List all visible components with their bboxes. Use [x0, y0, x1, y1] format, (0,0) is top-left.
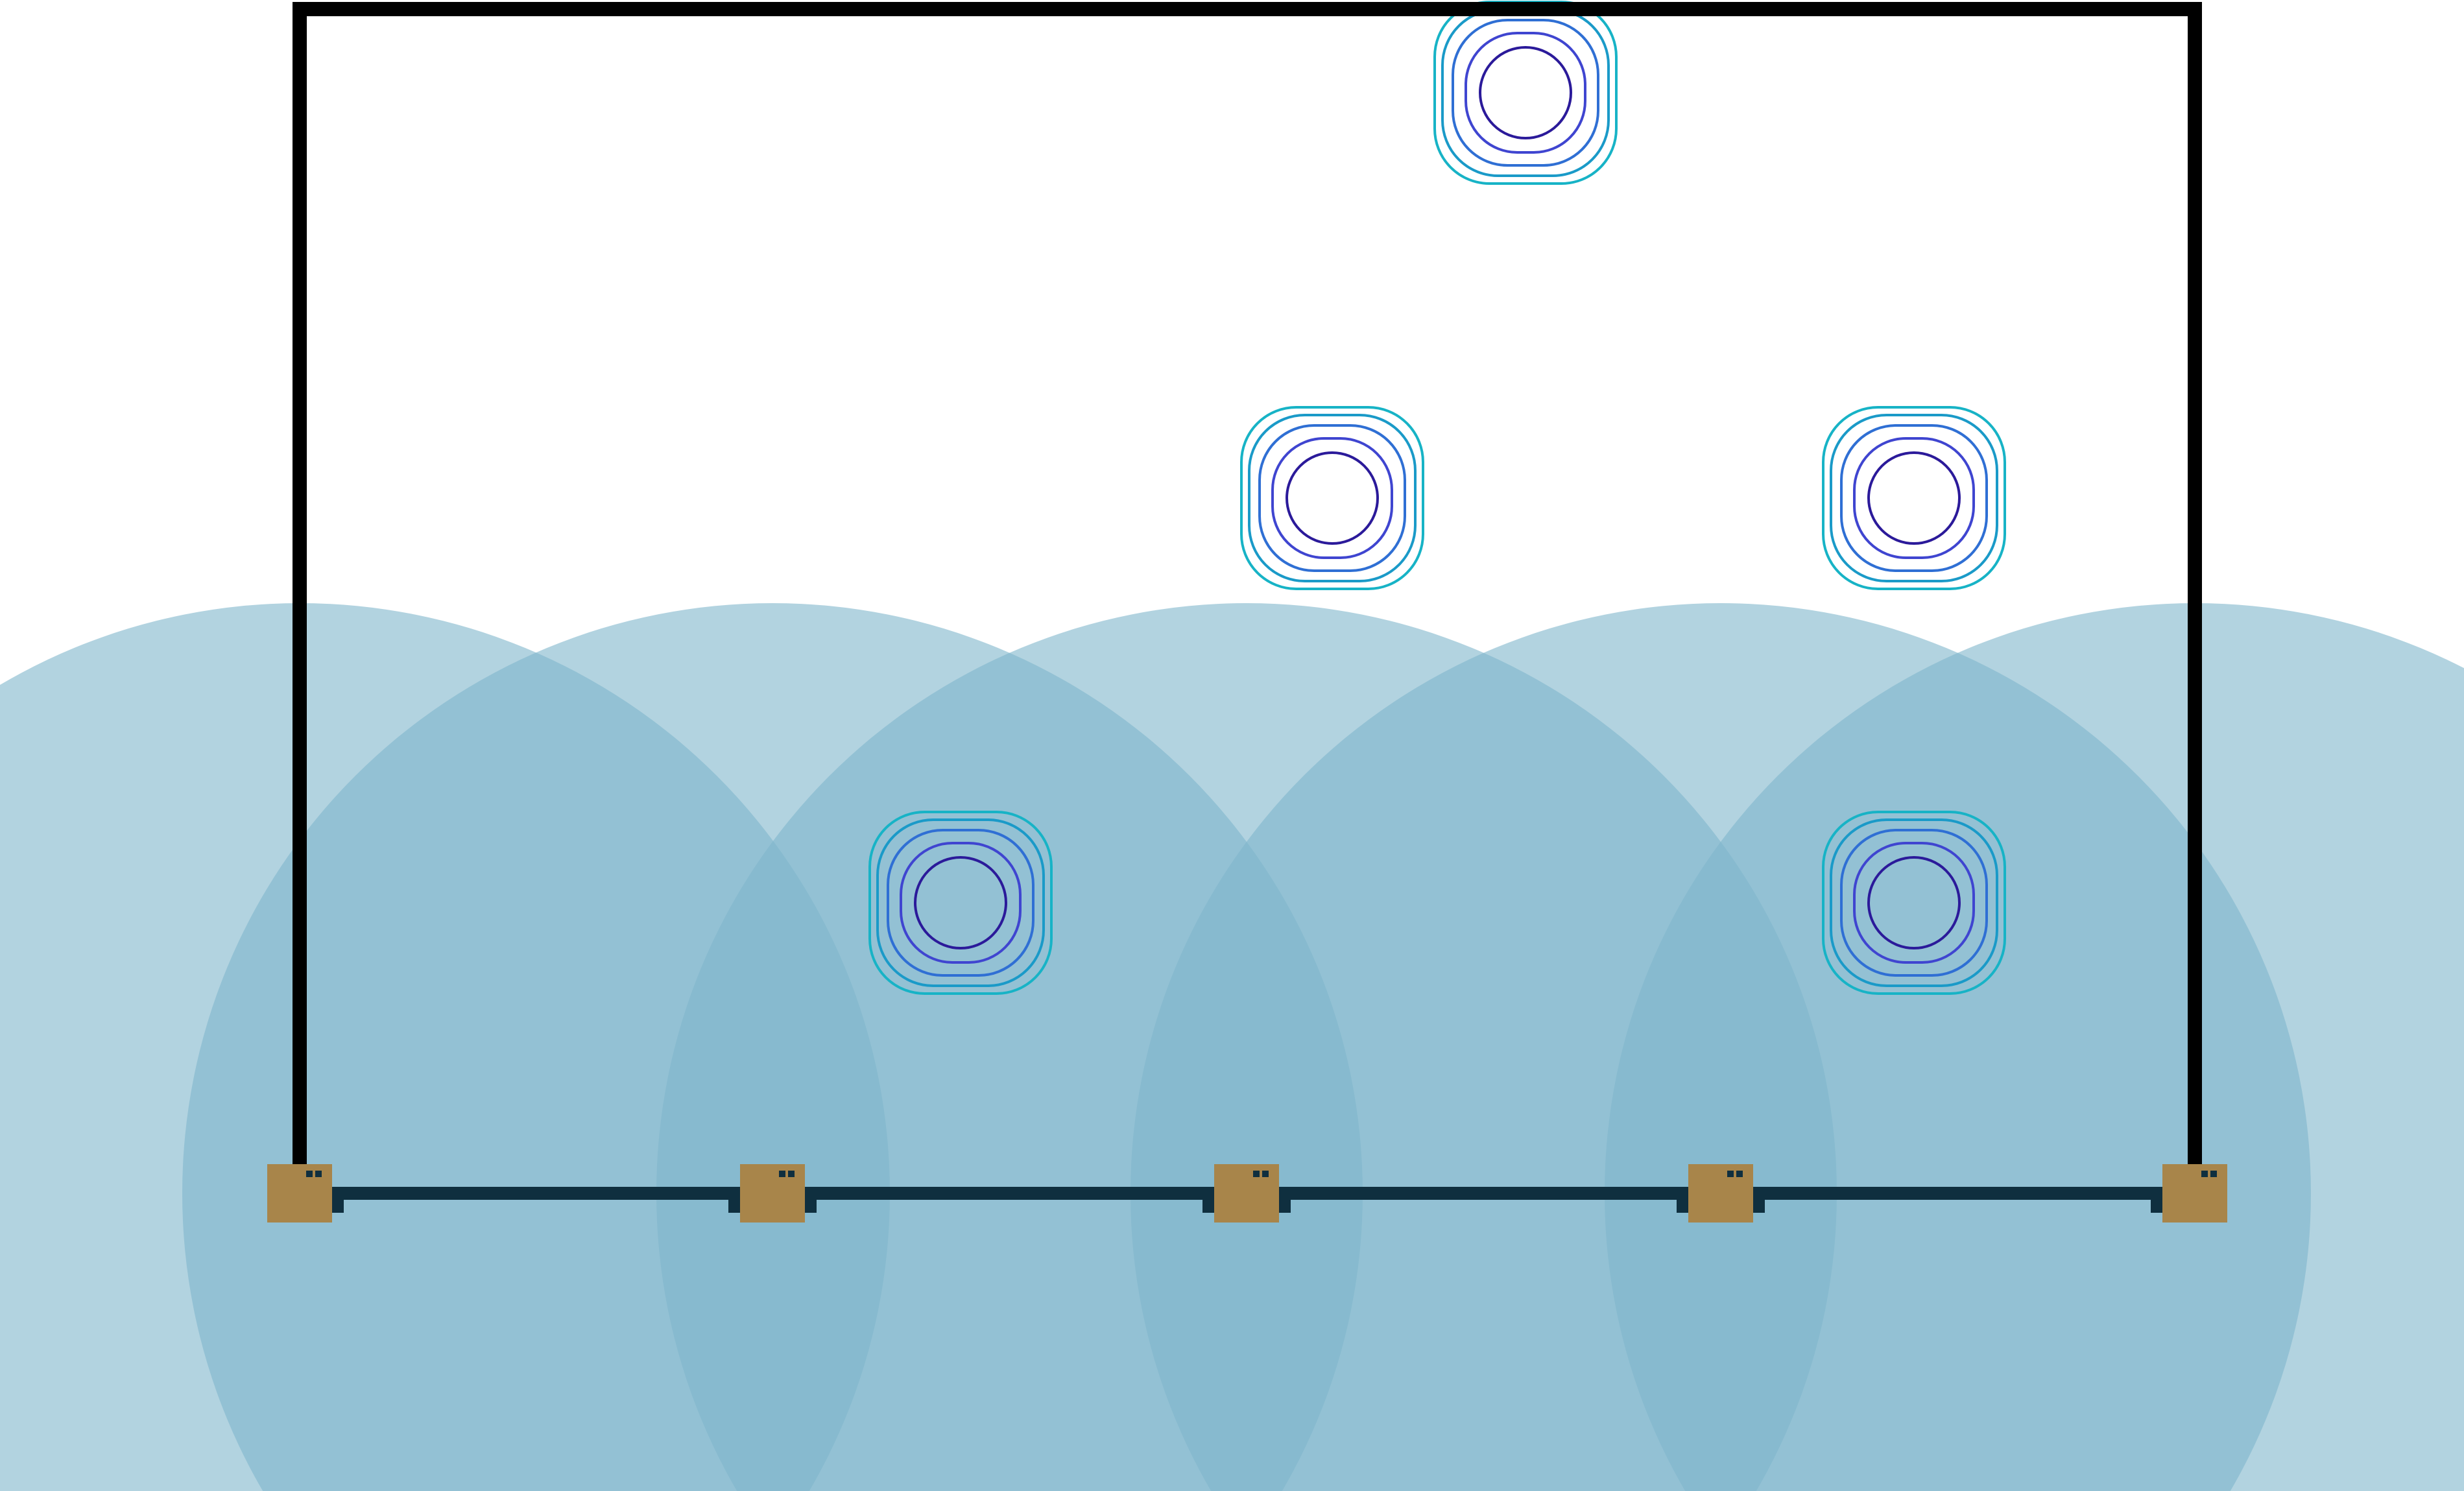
- contour-ring: [1867, 451, 1961, 545]
- contour-ring: [1840, 424, 1988, 572]
- contour-ring: [1441, 8, 1610, 177]
- signal-source-3: [1822, 406, 2006, 590]
- contour-ring: [1248, 414, 1417, 582]
- node-1[interactable]: [267, 1164, 332, 1223]
- contour-ring: [1822, 811, 2006, 995]
- node-port-icon: [315, 1171, 322, 1177]
- contour-ring: [914, 856, 1007, 949]
- contour-ring: [1853, 437, 1975, 559]
- contour-ring: [1479, 46, 1572, 139]
- node-port-icon: [779, 1171, 785, 1177]
- bus-segment-3: [1278, 1187, 1690, 1213]
- coverage-area-5: [1605, 603, 2464, 1491]
- signal-source-5: [1822, 811, 2006, 995]
- node-port-icon: [1253, 1171, 1260, 1177]
- node-port-icon: [1736, 1171, 1743, 1177]
- contour-ring: [1840, 829, 1988, 977]
- node-4[interactable]: [1688, 1164, 1753, 1223]
- contour-ring: [1465, 32, 1586, 154]
- node-3[interactable]: [1214, 1164, 1279, 1223]
- signal-source-4: [868, 811, 1053, 995]
- node-box: [740, 1164, 805, 1223]
- contour-ring: [1271, 437, 1393, 559]
- node-port-icon: [1262, 1171, 1269, 1177]
- nodes: [267, 1164, 2227, 1223]
- node-box: [267, 1164, 332, 1223]
- contour-ring: [1258, 424, 1406, 572]
- contour-ring: [887, 829, 1035, 977]
- node-port-icon: [306, 1171, 313, 1177]
- node-port-icon: [788, 1171, 795, 1177]
- contour-ring: [1452, 19, 1599, 167]
- signal-sources: [868, 1, 2006, 995]
- node-5[interactable]: [2162, 1164, 2227, 1223]
- contour-ring: [1830, 818, 1998, 987]
- contour-ring: [1240, 406, 1424, 590]
- wiring: [293, 2, 2202, 1213]
- contour-ring: [1830, 414, 1998, 582]
- node-box: [2162, 1164, 2227, 1223]
- contour-ring: [1853, 842, 1975, 964]
- signal-source-1: [1433, 1, 1618, 185]
- bus-segment-1: [331, 1187, 741, 1213]
- node-box: [1688, 1164, 1753, 1223]
- contour-ring: [1822, 406, 2006, 590]
- contour-ring: [1286, 451, 1379, 545]
- node-box: [1214, 1164, 1279, 1223]
- contour-ring: [876, 818, 1045, 987]
- node-port-icon: [2210, 1171, 2217, 1177]
- contour-ring: [1433, 1, 1618, 185]
- signal-source-2: [1240, 406, 1424, 590]
- node-port-icon: [1727, 1171, 1734, 1177]
- node-port-icon: [2201, 1171, 2208, 1177]
- bus-segment-2: [804, 1187, 1215, 1213]
- contour-ring: [900, 842, 1022, 964]
- contour-ring: [868, 811, 1053, 995]
- coverage-areas: [0, 603, 2464, 1491]
- contour-ring: [1867, 856, 1961, 949]
- bus-segment-4: [1752, 1187, 2164, 1213]
- node-2[interactable]: [740, 1164, 805, 1223]
- perimeter-wire: [293, 2, 2202, 1167]
